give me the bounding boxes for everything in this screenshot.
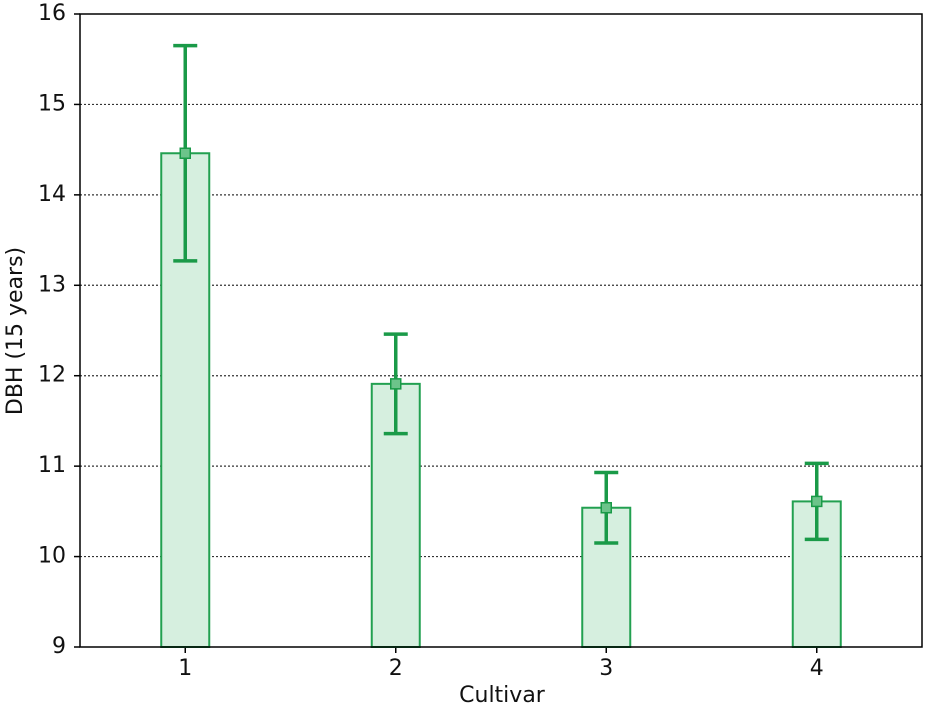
y-tick-label: 10 [38, 544, 66, 569]
x-axis-label: Cultivar [459, 683, 546, 708]
y-tick-label: 14 [38, 182, 66, 207]
y-tick-label: 11 [38, 453, 66, 478]
y-tick-label: 16 [38, 1, 66, 26]
plot-frame [79, 13, 923, 648]
y-tick-label: 12 [38, 363, 66, 388]
x-tick-label: 1 [178, 656, 192, 681]
y-tick-label: 15 [38, 91, 66, 116]
mean-marker [179, 147, 191, 160]
y-tick-label: 9 [52, 634, 66, 659]
mean-marker [811, 495, 823, 508]
x-tick-label: 4 [810, 656, 824, 681]
mean-marker [390, 378, 402, 390]
y-axis-label: DBH (15 years) [3, 247, 28, 415]
y-tick-label: 13 [38, 272, 66, 297]
mean-marker [600, 501, 612, 514]
x-tick-label: 2 [389, 656, 403, 681]
x-tick-label: 3 [599, 656, 613, 681]
